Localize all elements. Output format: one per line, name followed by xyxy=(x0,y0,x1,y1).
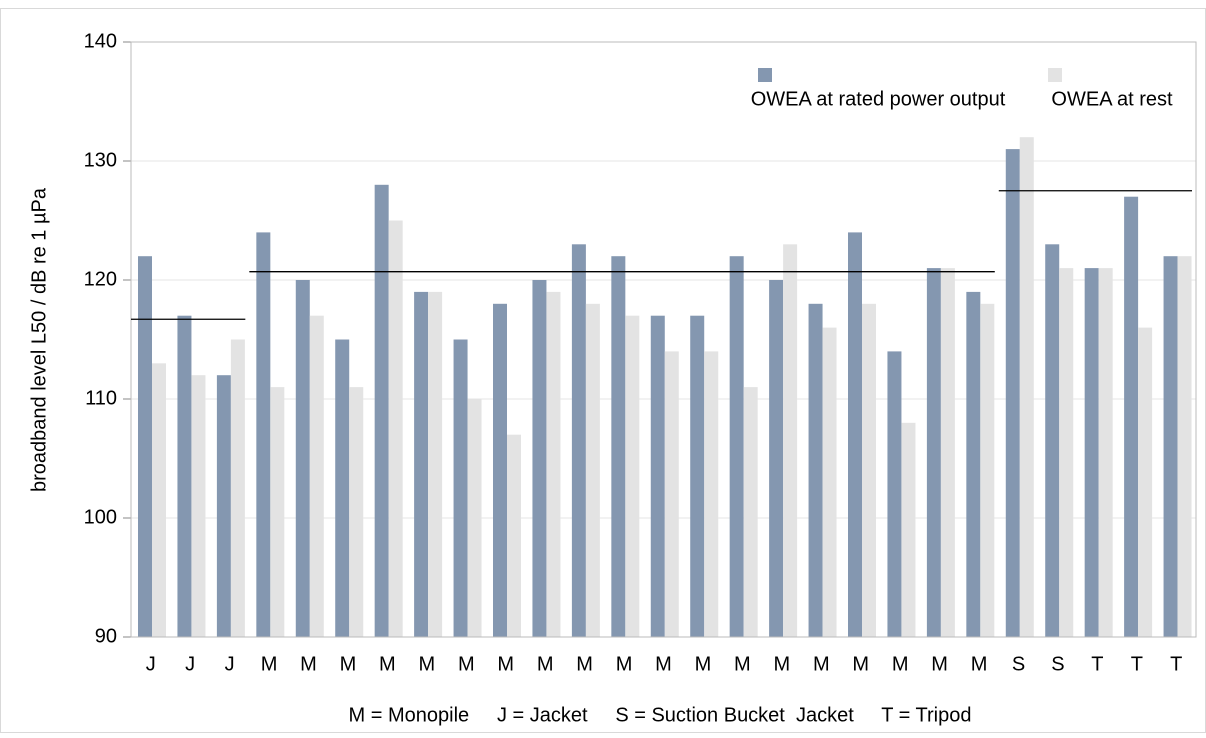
legend-swatch xyxy=(758,68,772,82)
x-tick-label: M xyxy=(418,653,435,675)
bar xyxy=(309,315,324,637)
bar xyxy=(507,434,521,637)
bar xyxy=(1045,244,1060,638)
x-tick-label: M xyxy=(931,653,948,675)
bar xyxy=(270,387,285,637)
x-tick-label: M xyxy=(340,653,357,675)
bar xyxy=(1005,149,1020,637)
bar xyxy=(862,303,876,637)
x-tick-label: M xyxy=(497,653,514,675)
bar xyxy=(349,387,364,637)
x-tick-label: M xyxy=(458,653,475,675)
legend-label: OWEA at rated power output xyxy=(751,88,1006,110)
bar xyxy=(191,375,206,637)
bar xyxy=(980,303,995,637)
legend-label: OWEA at rest xyxy=(1051,88,1173,110)
bar xyxy=(887,351,902,637)
bar xyxy=(152,363,166,637)
legend-swatch xyxy=(1048,68,1062,82)
bar xyxy=(138,256,152,637)
bar xyxy=(743,387,758,637)
y-tick-label: 110 xyxy=(85,387,117,409)
bar xyxy=(650,315,665,637)
x-tick-label: T xyxy=(1170,653,1182,675)
bar xyxy=(901,422,916,637)
bar xyxy=(1177,256,1192,637)
bar xyxy=(808,303,823,637)
x-tick-label: M xyxy=(616,653,633,675)
bar xyxy=(428,291,443,637)
x-tick-label: T xyxy=(1091,653,1103,675)
bar xyxy=(783,244,798,638)
x-tick-label: S xyxy=(1051,653,1064,675)
x-tick-label: M xyxy=(892,653,909,675)
x-tick-label: J xyxy=(185,653,195,675)
x-tick-label: M xyxy=(734,653,751,675)
bar xyxy=(532,280,547,637)
bar xyxy=(230,339,245,637)
x-tick-label: M xyxy=(537,653,554,675)
x-tick-label: M xyxy=(576,653,593,675)
bar xyxy=(216,375,231,637)
x-tick-label: M xyxy=(852,653,869,675)
bar xyxy=(374,184,389,638)
bar xyxy=(335,339,350,637)
x-tick-label: M xyxy=(655,653,672,675)
y-tick-label: 130 xyxy=(84,149,117,171)
x-tick-label: M xyxy=(300,653,317,675)
bar xyxy=(611,256,626,637)
bar xyxy=(966,291,981,637)
bar xyxy=(295,280,310,637)
bar xyxy=(1084,268,1099,637)
bar xyxy=(926,268,941,637)
bar xyxy=(729,256,744,637)
bar xyxy=(625,315,640,637)
y-tick-label: 90 xyxy=(95,625,117,647)
x-tick-label: M xyxy=(971,653,988,675)
bar xyxy=(546,291,561,637)
bar xyxy=(1059,268,1074,637)
bar xyxy=(1138,327,1153,637)
x-tick-label: M xyxy=(261,653,278,675)
bar xyxy=(467,399,482,637)
bar xyxy=(690,315,705,637)
y-tick-label: 140 xyxy=(84,30,117,52)
y-tick-label: 120 xyxy=(84,268,117,290)
bar xyxy=(704,351,719,637)
bar xyxy=(585,303,600,637)
x-tick-label: M xyxy=(695,653,712,675)
bar xyxy=(1019,137,1034,637)
plot-border xyxy=(130,41,1197,638)
y-tick-label: 100 xyxy=(84,506,117,528)
bar xyxy=(571,244,586,638)
bar xyxy=(1124,196,1139,637)
bar xyxy=(822,327,837,637)
bar xyxy=(769,280,784,637)
bar xyxy=(414,291,429,637)
x-tick-label: M xyxy=(813,653,830,675)
x-tick-label: S xyxy=(1012,653,1025,675)
bar xyxy=(388,220,403,637)
x-tick-label: J xyxy=(225,653,235,675)
bar xyxy=(177,315,192,637)
x-tick-label: M xyxy=(773,653,790,675)
y-axis-label: broadband level L50 / dB re 1 µPa xyxy=(28,187,50,492)
bar xyxy=(256,232,271,637)
footnote: M = Monopile J = Jacket S = Suction Buck… xyxy=(349,704,972,726)
bar xyxy=(848,232,862,637)
x-tick-label: J xyxy=(146,653,156,675)
bar xyxy=(664,351,679,637)
x-tick-label: T xyxy=(1131,653,1143,675)
bar xyxy=(940,268,955,637)
bar xyxy=(1163,256,1178,637)
x-tick-label: M xyxy=(379,653,396,675)
bar xyxy=(453,339,468,637)
bar xyxy=(493,303,507,637)
bar xyxy=(1098,268,1113,637)
